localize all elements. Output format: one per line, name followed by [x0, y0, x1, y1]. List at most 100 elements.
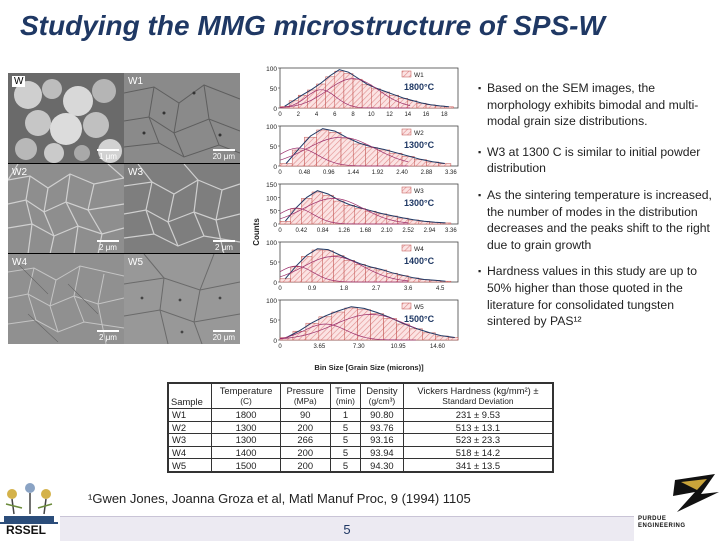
legend-label: W1	[414, 72, 424, 79]
x-tick-label: 4	[315, 112, 319, 118]
col-temperature: Temperature (C)	[211, 383, 281, 409]
bullet-text: As the sintering temperature is increase…	[487, 187, 712, 252]
histogram-bar	[371, 88, 381, 109]
cell-sample: W2	[167, 420, 213, 435]
legend-swatch	[401, 302, 412, 310]
histogram-bar	[352, 143, 366, 167]
cell-density: 90.80	[359, 408, 404, 422]
x-tick-label: 1.26	[338, 228, 350, 234]
y-tick-label: 0	[273, 280, 277, 287]
x-tick-label: 0	[278, 112, 282, 118]
sem-label: W4	[12, 257, 27, 268]
x-tick-label: 3.36	[445, 170, 457, 176]
table-header-row: Sample Temperature (C) Pressure (MPa) Time…	[167, 383, 554, 409]
bullet-text: W3 at 1300 C is similar to initial powde…	[487, 144, 701, 176]
cell-temp: 1500	[211, 458, 281, 472]
col-hardness: Vickers Hardness (kg/mm²) ± Standard Devi…	[402, 383, 554, 409]
y-tick-label: 100	[266, 66, 277, 73]
cell-hardness: 231 ± 9.53	[402, 408, 554, 422]
cell-hardness: 518 ± 14.2	[402, 445, 554, 460]
sem-image	[124, 73, 240, 163]
sem-panel-w5: W5 20 μm	[124, 253, 240, 344]
histogram-bar	[352, 78, 363, 109]
histogram-bar	[316, 129, 330, 167]
x-tick-label: 0.84	[317, 228, 329, 234]
cell-sample: W3	[167, 433, 213, 447]
cell-temp: 1300	[211, 433, 281, 447]
y-tick-label: 0	[273, 222, 277, 229]
fit-curve	[284, 69, 449, 108]
x-tick-label: 1.44	[347, 170, 359, 176]
table-row: W3 1300 266 5 93.16 523 ± 23.3	[167, 433, 554, 447]
legend-label: W5	[414, 304, 424, 311]
histogram-bar	[439, 222, 452, 225]
scale-label: 1 μm	[99, 152, 117, 161]
table-row: W5 1500 200 5 94.30 341 ± 13.5	[167, 458, 554, 472]
cell-hardness: 523 ± 23.3	[402, 433, 554, 447]
y-tick-label: 0	[273, 164, 277, 171]
mode-curve	[279, 256, 409, 282]
col-density: Density (g/cm³)	[359, 383, 404, 409]
x-tick-label: 0	[278, 344, 282, 350]
temperature-label: 1500°C	[404, 314, 435, 324]
x-tick-label: 3.6	[404, 286, 413, 292]
x-tick-label: 10	[368, 112, 375, 118]
cell-density: 94.30	[359, 458, 404, 472]
y-axis-title: Counts	[252, 218, 261, 246]
histogram-bar	[322, 250, 334, 283]
histogram-bar	[333, 255, 345, 283]
y-tick-label: 50	[270, 209, 278, 216]
bullet-item: ▪ As the sintering temperature is increas…	[478, 187, 712, 252]
x-tick-label: 8	[351, 112, 355, 118]
histogram-bar	[365, 210, 377, 225]
sem-panel-w1: W1 20 μm	[124, 73, 240, 163]
bullet-item: ▪ Hardness values in this study are up to…	[478, 264, 698, 329]
histogram-bar	[343, 260, 356, 283]
x-tick-label: 3.36	[445, 228, 457, 234]
x-tick-label: 1.92	[372, 170, 384, 176]
histogram-bar	[279, 221, 291, 225]
x-tick-label: 1.68	[360, 228, 372, 234]
x-tick-label: 14.60	[430, 344, 446, 350]
cell-time: 5	[329, 458, 361, 472]
y-tick-label: 100	[266, 124, 277, 131]
mode-curve	[279, 314, 417, 340]
sem-image	[8, 164, 124, 254]
histogram-bar	[370, 313, 384, 341]
scale-label: 2 μm	[99, 333, 117, 342]
histogram-bar	[279, 278, 291, 283]
x-tick-label: 0	[278, 170, 282, 176]
cell-time: 5	[329, 420, 361, 435]
legend-swatch	[401, 128, 412, 136]
sem-label: W1	[128, 76, 143, 87]
table-row: W2 1300 200 5 93.76 513 ± 13.1	[167, 420, 554, 435]
x-tick-label: 2.40	[396, 170, 408, 176]
x-tick-label: 0.42	[296, 228, 308, 234]
y-tick-label: 100	[266, 240, 277, 247]
mode-curve	[279, 89, 411, 109]
footnote-citation: ¹Gwen Jones, Joanna Groza et al, Matl Ma…	[88, 491, 471, 506]
cell-sample: W4	[167, 445, 213, 460]
cell-time: 1	[329, 408, 361, 422]
histogram-bar	[409, 328, 423, 341]
fit-curve	[285, 128, 445, 164]
histogram-bar	[354, 208, 366, 225]
scale-label: 20 μm	[212, 152, 235, 161]
histogram-bar	[311, 249, 323, 283]
histogram-bar	[340, 138, 354, 167]
mode-curve	[279, 265, 409, 283]
x-tick-label: 0	[278, 286, 282, 292]
histogram-bar	[333, 200, 345, 225]
table-row: W4 1400 200 5 93.94 518 ± 14.2	[167, 445, 554, 460]
x-tick-label: 6	[333, 112, 337, 118]
scale-label: 2 μm	[215, 243, 233, 252]
x-tick-label: 16	[423, 112, 430, 118]
bullet-text: Hardness values in this study are up to …	[487, 264, 698, 329]
mode-curve	[279, 198, 409, 224]
scale-bar: 2 μm	[97, 240, 119, 252]
sem-image	[124, 254, 240, 344]
y-tick-label: 50	[270, 86, 278, 93]
sem-image-grid: W 1 μm W1 20 μm W2 2 μm	[8, 73, 240, 344]
y-tick-label: 50	[270, 318, 278, 325]
